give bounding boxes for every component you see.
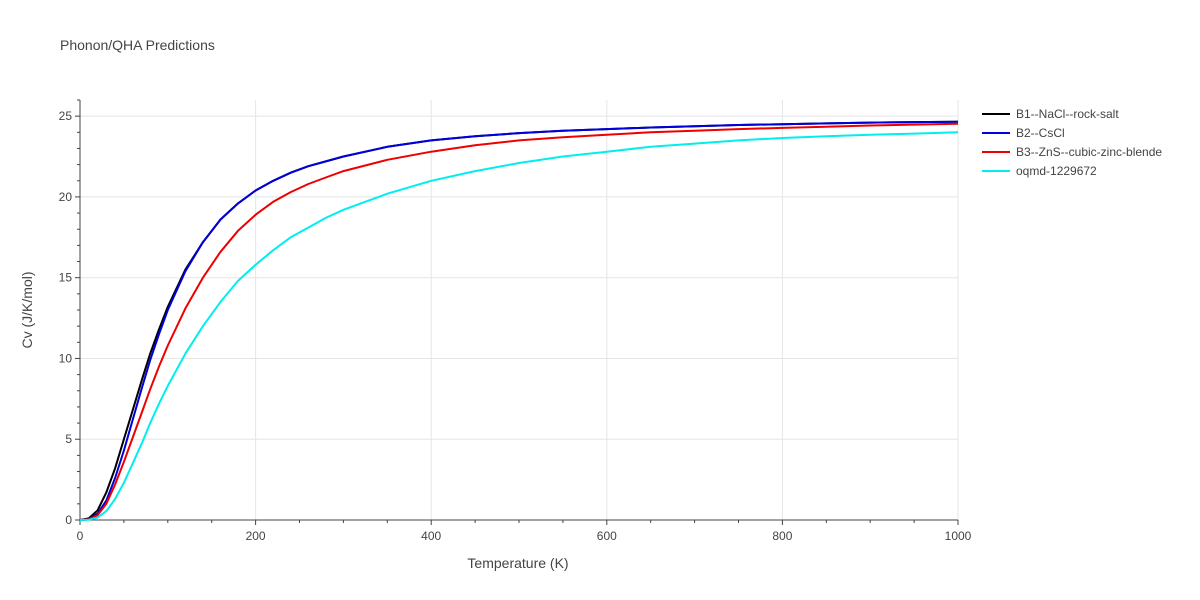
legend-label-0[interactable]: B1--NaCl--rock-salt [1016, 107, 1119, 121]
legend: B1--NaCl--rock-salt B2--CsCl B3--ZnS--cubi… [982, 107, 1162, 178]
y-tick-label: 5 [65, 432, 72, 446]
series-line-2 [79, 122, 959, 521]
series-line-1 [79, 120, 959, 521]
x-tick-label: 400 [421, 529, 441, 543]
x-tick-label: 800 [772, 529, 792, 543]
y-tick-label: 0 [65, 513, 72, 527]
grid-layer [80, 100, 959, 520]
x-tick-label: 200 [246, 529, 266, 543]
y-tick-label: 15 [59, 271, 73, 285]
series-layer [79, 120, 959, 521]
chart-title: Phonon/QHA Predictions [60, 37, 215, 53]
series-line-3 [79, 131, 959, 521]
y-tick-label: 10 [59, 351, 73, 365]
y-axis-title: Cv (J/K/mol) [19, 272, 35, 349]
x-tick-label: 600 [597, 529, 617, 543]
legend-label-3[interactable]: oqmd-1229672 [1016, 164, 1097, 178]
x-tick-label: 1000 [945, 529, 972, 543]
y-tick-label: 20 [59, 190, 73, 204]
y-tick-label: 25 [59, 109, 73, 123]
legend-label-2[interactable]: B3--ZnS--cubic-zinc-blende [1016, 145, 1162, 159]
x-axis-title: Temperature (K) [467, 555, 568, 571]
x-tick-label: 0 [77, 529, 84, 543]
tick-layer: 0 200 400 600 800 1000 0 5 10 15 20 25 [59, 109, 972, 543]
legend-label-1[interactable]: B2--CsCl [1016, 126, 1065, 140]
axis-layer [75, 99, 959, 525]
